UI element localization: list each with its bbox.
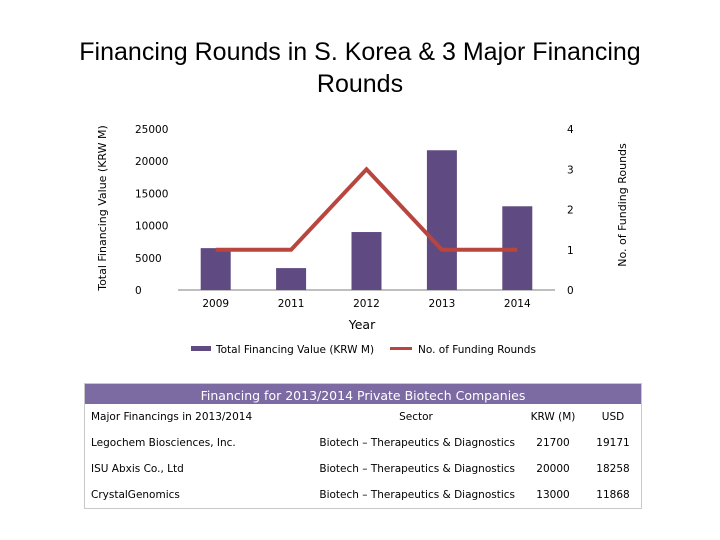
header-company: Major Financings in 2013/2014 (91, 411, 253, 423)
x-tick-label: 2009 (202, 298, 229, 310)
legend-label-bars: Total Financing Value (KRW M) (215, 344, 374, 356)
y2-tick-label: 0 (567, 285, 574, 297)
bar (200, 248, 231, 290)
cell-company: ISU Abxis Co., Ltd (91, 463, 184, 475)
cell-krw: 13000 (536, 489, 570, 501)
table-row: ISU Abxis Co., Ltd Biotech – Therapeutic… (85, 456, 641, 482)
cell-company: Legochem Biosciences, Inc. (91, 437, 236, 449)
cell-krw: 20000 (536, 463, 570, 475)
x-tick-label: 2011 (278, 298, 305, 310)
x-tick-label: 2014 (504, 298, 531, 310)
y2-axis-title: No. of Funding Rounds (616, 143, 629, 267)
bar (276, 268, 307, 290)
header-usd: USD (601, 411, 625, 423)
page-title: Financing Rounds in S. Korea & 3 Major F… (79, 38, 641, 98)
combo-chart: 0 5000 10000 15000 20000 25000 0 1 2 3 4 2009 2011 20… (96, 124, 629, 356)
y2-tick-label: 4 (567, 124, 574, 136)
table-caption: Financing for 2013/2014 Private Biotech … (85, 384, 641, 404)
y-tick-label: 5000 (135, 253, 162, 265)
table-header-row: Major Financings in 2013/2014 Sector KRW… (85, 404, 641, 430)
bar (351, 232, 382, 290)
x-tick-label: 2012 (353, 298, 380, 310)
cell-usd: 11868 (596, 489, 630, 501)
cell-usd: 18258 (596, 463, 630, 475)
x-axis-title: Year (348, 317, 376, 332)
y-axis-title: Total Financing Value (KRW M) (96, 125, 109, 292)
y-tick-label: 20000 (135, 156, 168, 168)
cell-company: CrystalGenomics (91, 489, 180, 501)
table-row: Legochem Biosciences, Inc. Biotech – The… (85, 430, 641, 456)
y-tick-label: 25000 (135, 124, 168, 136)
y2-tick-label: 1 (567, 245, 574, 257)
cell-sector: Biotech – Therapeutics & Diagnostics (319, 489, 515, 501)
y-tick-label: 0 (135, 285, 142, 297)
y-tick-label: 15000 (135, 188, 168, 200)
y2-tick-label: 3 (567, 164, 574, 176)
table-row: CrystalGenomics Biotech – Therapeutics &… (85, 482, 641, 508)
cell-sector: Biotech – Therapeutics & Diagnostics (319, 437, 515, 449)
y-tick-label: 10000 (135, 221, 168, 233)
cell-krw: 21700 (536, 437, 570, 449)
cell-usd: 19171 (596, 437, 630, 449)
legend-label-line: No. of Funding Rounds (418, 344, 536, 356)
y2-tick-label: 2 (567, 205, 574, 217)
header-krw: KRW (M) (530, 411, 576, 423)
x-tick-label: 2013 (429, 298, 456, 310)
bar (426, 150, 457, 290)
cell-sector: Biotech – Therapeutics & Diagnostics (319, 463, 515, 475)
header-sector: Sector (399, 411, 433, 423)
legend-swatch-bars (191, 346, 211, 351)
financing-table: Financing for 2013/2014 Private Biotech … (84, 383, 642, 509)
